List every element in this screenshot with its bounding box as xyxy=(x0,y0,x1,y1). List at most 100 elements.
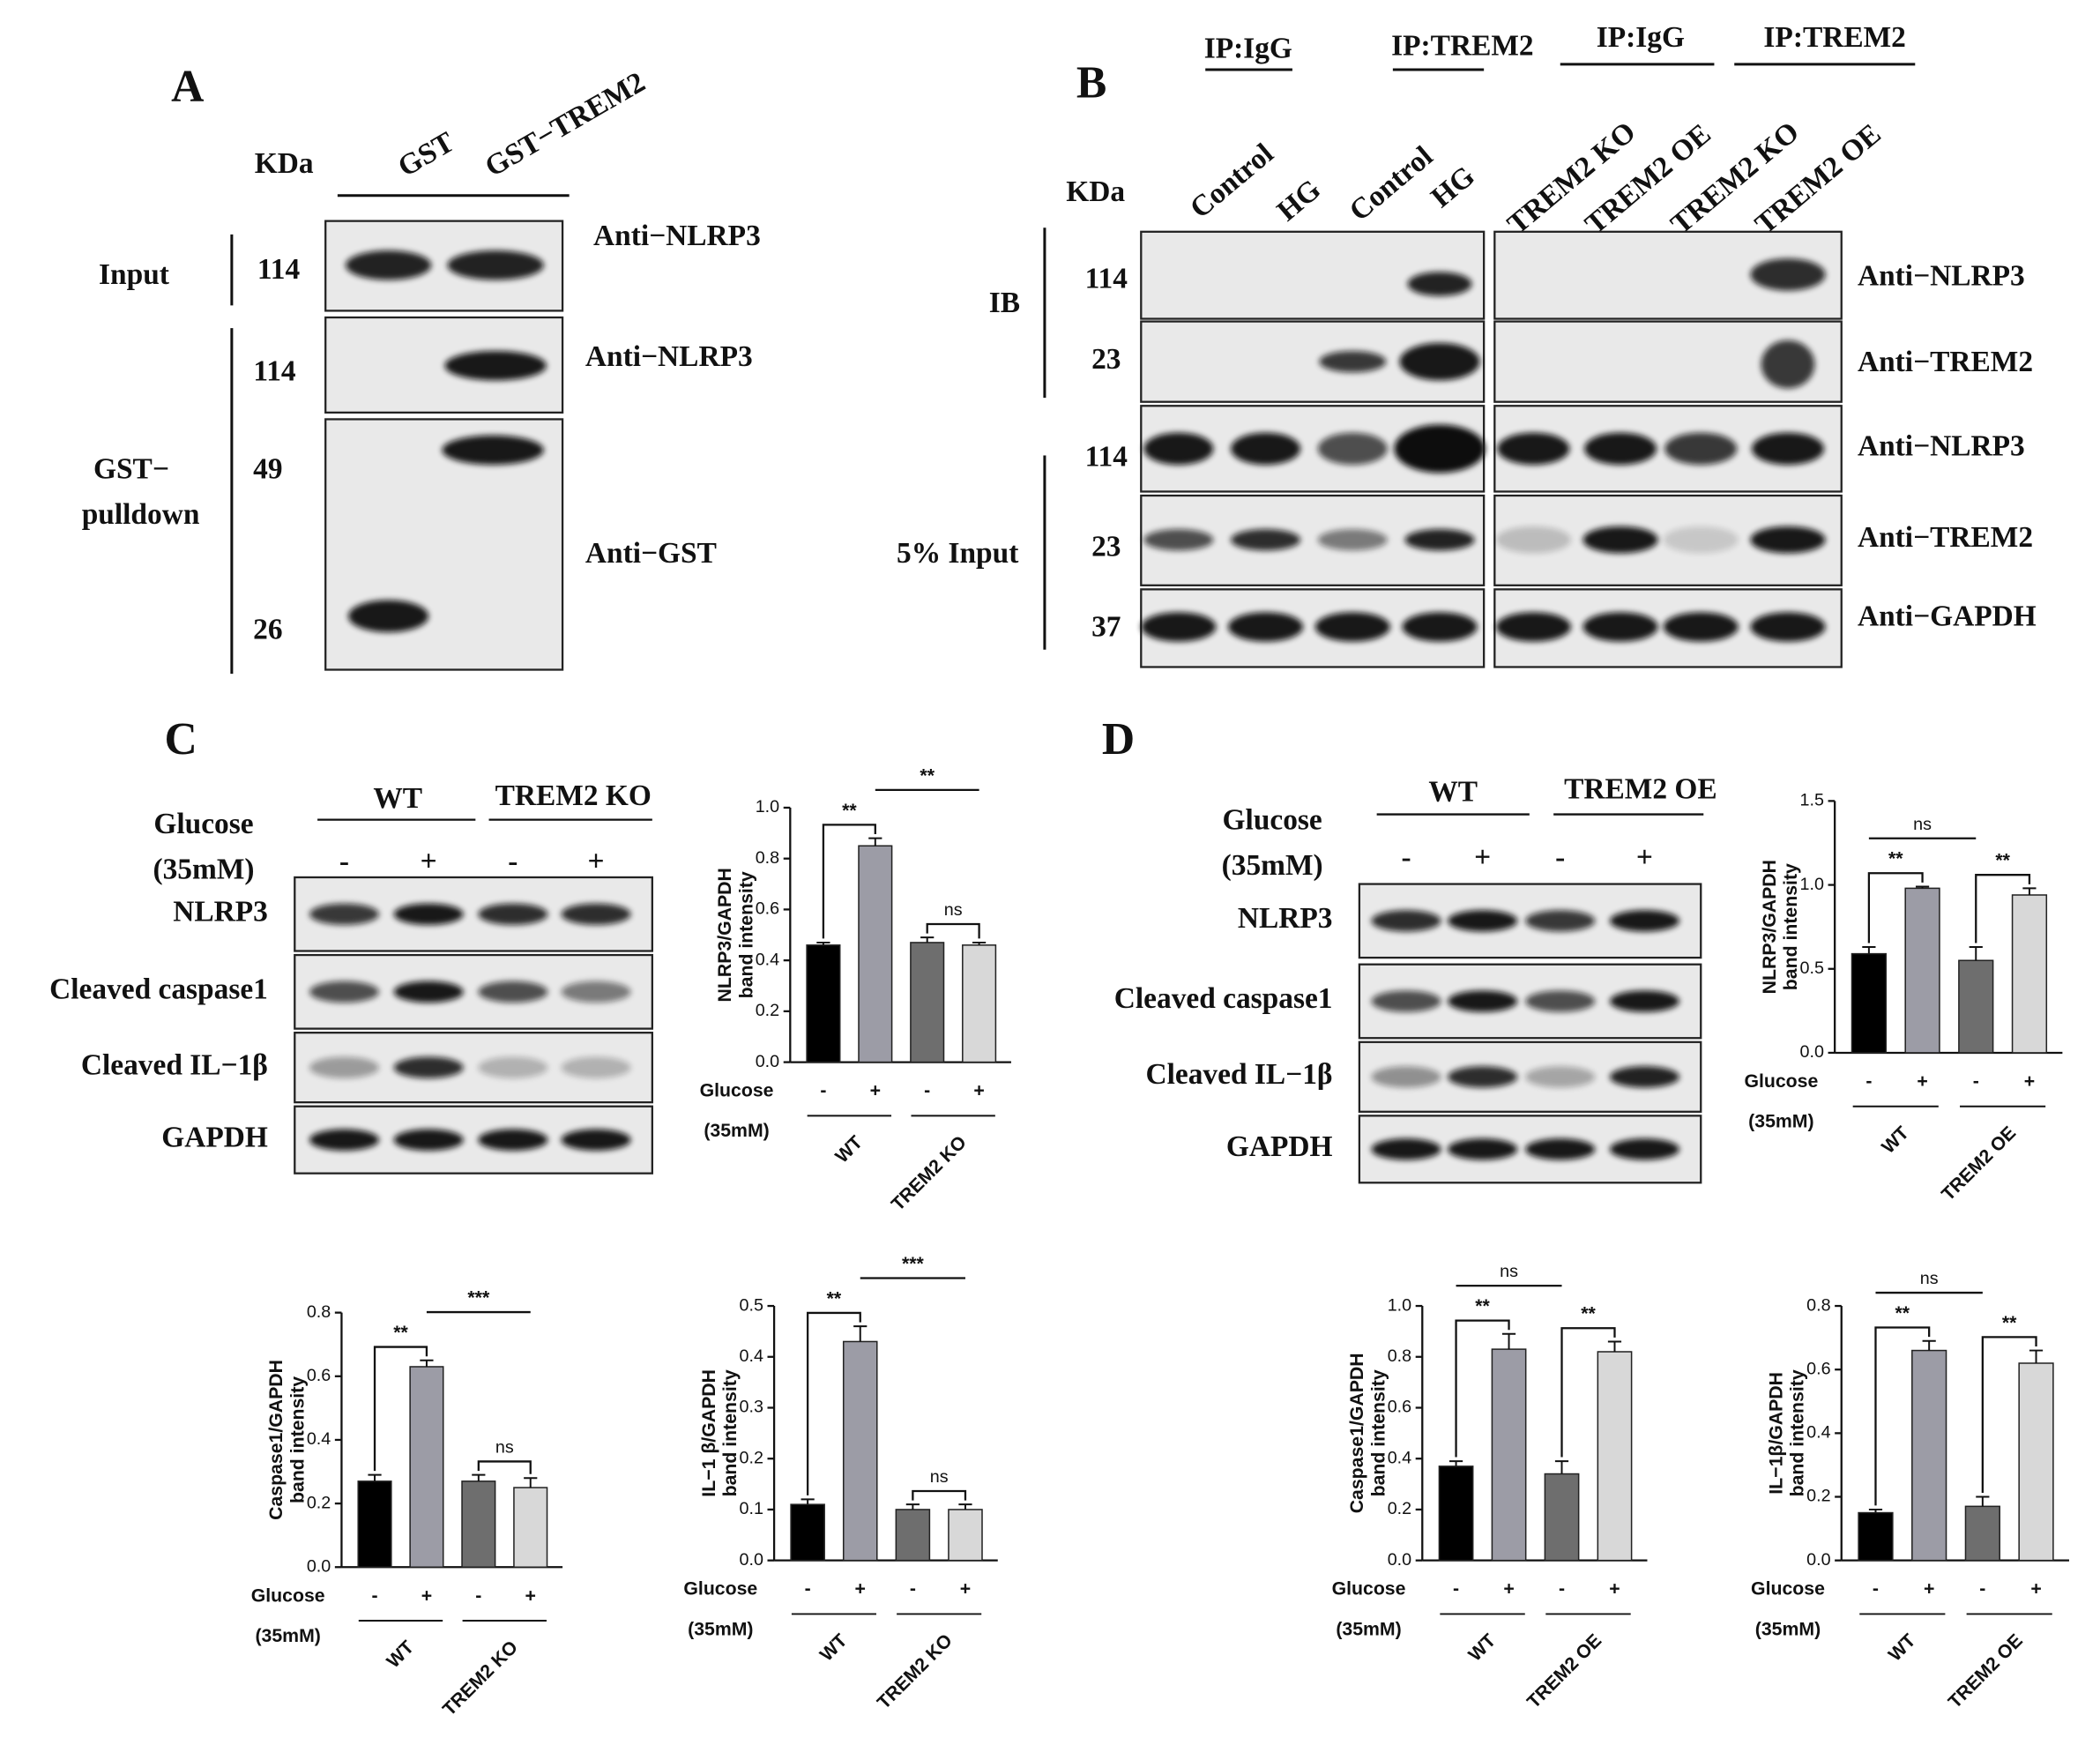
band xyxy=(309,1129,379,1151)
significance-bracket xyxy=(1874,1326,1931,1506)
y-tick-label: 0.0 xyxy=(1388,1550,1411,1570)
label: Anti−NLRP3 xyxy=(1858,430,2025,463)
error-bar xyxy=(868,837,882,846)
y-tick-label: 0.0 xyxy=(739,1550,763,1570)
band xyxy=(1399,342,1480,381)
label: D xyxy=(1102,714,1135,764)
band xyxy=(1228,612,1304,642)
y-tick-label: 0.1 xyxy=(739,1499,763,1518)
y-tick-label: 0.2 xyxy=(307,1493,331,1512)
significance-label: ** xyxy=(827,1287,842,1309)
error-bar xyxy=(1922,1339,1936,1351)
significance-label: ** xyxy=(1888,848,1903,869)
label: (35mM) xyxy=(1336,1618,1401,1639)
label: (35mM) xyxy=(1755,1618,1821,1639)
label: IB xyxy=(989,287,1020,319)
band xyxy=(478,903,548,925)
y-tick-label: 0.6 xyxy=(756,899,779,919)
x-tick-label: + xyxy=(2024,1070,2035,1092)
bar xyxy=(357,1480,392,1569)
band xyxy=(1609,1138,1679,1160)
label: GST−TREM2 xyxy=(480,66,651,183)
x-tick-label: + xyxy=(973,1080,984,1101)
label: Cleaved IL−1β xyxy=(1145,1058,1332,1091)
band xyxy=(478,981,548,1003)
bar xyxy=(1858,1511,1894,1562)
label: Anti−NLRP3 xyxy=(585,340,753,373)
y-axis-label: band intensity xyxy=(287,1376,308,1503)
bar xyxy=(1911,1349,1947,1562)
y-tick-label: 0.8 xyxy=(1806,1295,1830,1315)
error-bar xyxy=(1976,1495,1990,1507)
band xyxy=(393,903,464,925)
band xyxy=(1584,432,1657,466)
label: GST xyxy=(392,126,459,183)
significance-bracket xyxy=(373,1346,428,1472)
label: Anti−NLRP3 xyxy=(1858,260,2025,293)
band xyxy=(1582,526,1658,554)
band xyxy=(1394,424,1486,474)
bar xyxy=(1904,887,1940,1054)
band xyxy=(1141,612,1217,642)
label: Glucose xyxy=(1223,803,1322,836)
band xyxy=(393,1129,464,1151)
label: GAPDH xyxy=(1226,1130,1333,1163)
band xyxy=(561,1056,631,1078)
significance-label: ns xyxy=(1920,1269,1939,1288)
x-tick-label: + xyxy=(1917,1070,1927,1092)
label: TREM2 OE xyxy=(1523,1629,1605,1712)
label: B xyxy=(1076,58,1106,108)
y-tick-label: 1.0 xyxy=(1800,875,1824,894)
band xyxy=(1525,1138,1596,1160)
significance-label: ** xyxy=(1581,1303,1596,1324)
x-tick-label: - xyxy=(820,1080,826,1101)
y-axis-label: band intensity xyxy=(1367,1369,1389,1496)
label: WT xyxy=(1464,1629,1500,1665)
significance-label: ns xyxy=(495,1437,514,1457)
significance-bracket xyxy=(1560,1327,1616,1458)
label: Anti−GAPDH xyxy=(1858,600,2037,632)
label: - xyxy=(1401,841,1411,874)
band xyxy=(1525,910,1596,932)
y-axis-label: band intensity xyxy=(1780,863,1801,990)
y-tick-label: 0.5 xyxy=(739,1295,763,1315)
label: TREM2 KO xyxy=(887,1131,971,1215)
error-bar xyxy=(368,1473,382,1481)
y-tick-label: 0.4 xyxy=(739,1346,763,1366)
error-bar xyxy=(2029,1349,2044,1363)
label: IP:TREM2 xyxy=(1763,21,1905,54)
band xyxy=(561,903,631,925)
x-tick-label: - xyxy=(1559,1578,1565,1600)
band xyxy=(442,435,544,466)
label: - xyxy=(508,845,518,877)
significance-bracket xyxy=(1867,872,1924,943)
x-tick-label: + xyxy=(525,1585,536,1606)
label: WT xyxy=(1878,1122,1913,1158)
bar xyxy=(1851,952,1888,1054)
label: Control xyxy=(1184,138,1280,226)
error-bar xyxy=(801,1498,815,1505)
error-bar xyxy=(1862,946,1876,954)
band xyxy=(478,1056,548,1078)
label: 114 xyxy=(253,354,296,387)
band xyxy=(1143,529,1214,551)
y-axis-label: Caspase1/GAPDH xyxy=(265,1360,287,1520)
significance-bracket xyxy=(1975,874,2031,943)
label: KDa xyxy=(1066,175,1125,208)
band xyxy=(1407,272,1472,296)
label: A xyxy=(171,62,204,112)
band xyxy=(1609,910,1679,932)
error-bar xyxy=(2022,887,2037,895)
bar xyxy=(1964,1505,2000,1562)
error-bar xyxy=(853,1325,868,1342)
x-tick-label: + xyxy=(1503,1578,1514,1600)
y-axis-label: band intensity xyxy=(719,1369,741,1496)
y-tick-label: 0.2 xyxy=(1806,1487,1830,1506)
y-tick-label: 0.4 xyxy=(756,950,779,969)
y-axis-label: IL−1β/GAPDH xyxy=(1765,1372,1786,1495)
bar xyxy=(790,1503,825,1562)
label: IP:TREM2 xyxy=(1391,29,1533,62)
label: WT xyxy=(383,1637,418,1672)
x-tick-label: + xyxy=(960,1578,971,1600)
y-tick-label: 0.6 xyxy=(1388,1398,1411,1417)
